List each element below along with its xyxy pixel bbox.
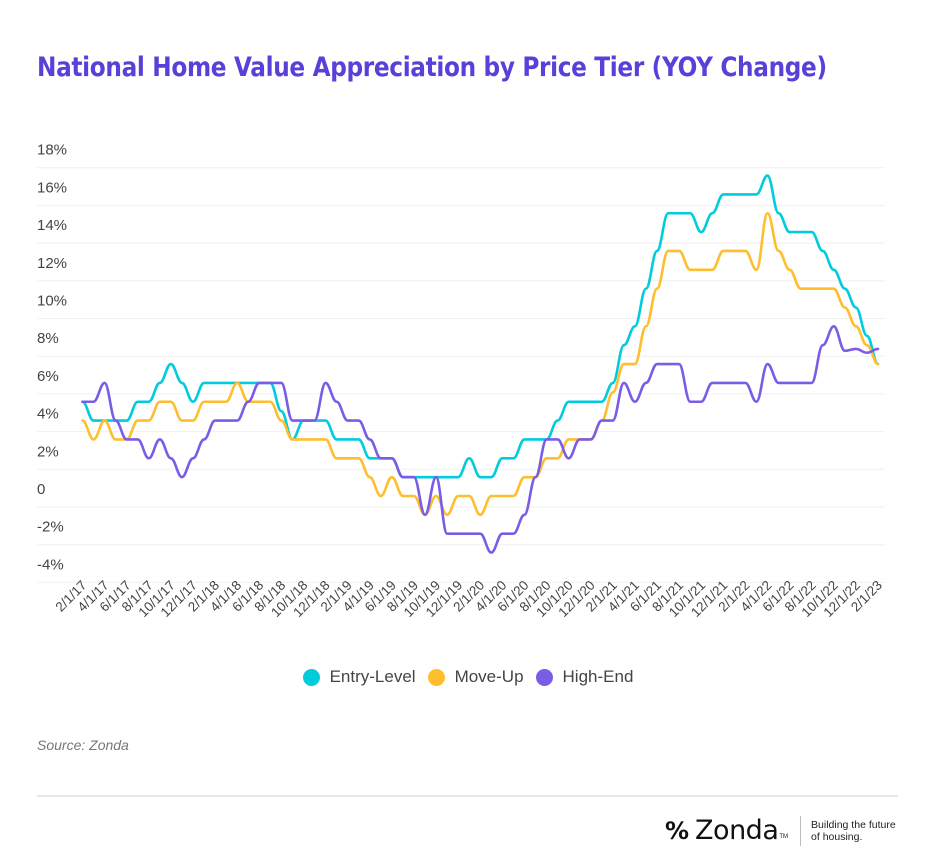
y-tick-label: 14%: [37, 217, 67, 234]
y-tick-label: 0: [37, 481, 45, 498]
zonda-logo-icon: %: [665, 816, 689, 845]
series-line-move-up: [81, 211, 880, 517]
footer-divider: [37, 795, 898, 797]
y-tick-label: -2%: [37, 519, 64, 536]
legend-label-move-up: Move-Up: [454, 667, 524, 686]
legend-item-high-end[interactable]: High-End: [535, 667, 634, 687]
legend-swatch-move-up-icon: [427, 668, 445, 686]
y-tick-label: 8%: [37, 330, 59, 347]
y-tick-label: 16%: [37, 179, 67, 196]
brand-tagline-line1: Building the future: [811, 818, 896, 831]
line-chart: 18% 16% 14% 12% 10% 8% 6% 4% 2% 0 -2% -4% 2/1/174/1…: [37, 142, 885, 620]
source-note: Source: Zonda: [37, 737, 129, 753]
legend-item-entry-level[interactable]: Entry-Level: [302, 667, 416, 687]
brand-tagline: Building the future of housing.: [811, 819, 911, 843]
brand-name: Zonda: [695, 815, 779, 846]
brand-separator: [800, 815, 802, 846]
y-tick-label: -4%: [37, 556, 64, 573]
legend-swatch-entry-level-icon: [302, 668, 320, 686]
y-tick-label: 12%: [37, 255, 67, 272]
legend-label-entry-level: Entry-Level: [329, 667, 416, 686]
legend-swatch-high-end-icon: [535, 668, 553, 686]
y-axis-ticks: 18% 16% 14% 12% 10% 8% 6% 4% 2% 0 -2% -4%: [37, 142, 67, 574]
series-line-high-end: [81, 325, 880, 554]
x-axis-ticks: 2/1/174/1/176/1/178/1/1710/1/1712/1/172/…: [52, 578, 885, 620]
y-tick-label: 10%: [37, 293, 67, 310]
legend-item-move-up[interactable]: Move-Up: [427, 667, 524, 687]
y-tick-label: 18%: [37, 142, 67, 159]
brand-tagline-line2: of housing.: [811, 830, 863, 843]
y-tick-label: 4%: [37, 406, 59, 423]
legend-label-high-end: High-End: [562, 667, 634, 686]
brand-footer: % Zonda TM Building the future of housin…: [665, 815, 911, 846]
y-tick-label: 6%: [37, 368, 59, 385]
legend: Entry-Level Move-Up High-End: [0, 667, 936, 687]
series-lines: [81, 174, 880, 554]
series-line-entry-level: [81, 174, 880, 479]
y-tick-label: 2%: [37, 443, 59, 460]
chart-title: National Home Value Appreciation by Pric…: [37, 52, 827, 83]
trademark-mark: TM: [779, 834, 789, 840]
